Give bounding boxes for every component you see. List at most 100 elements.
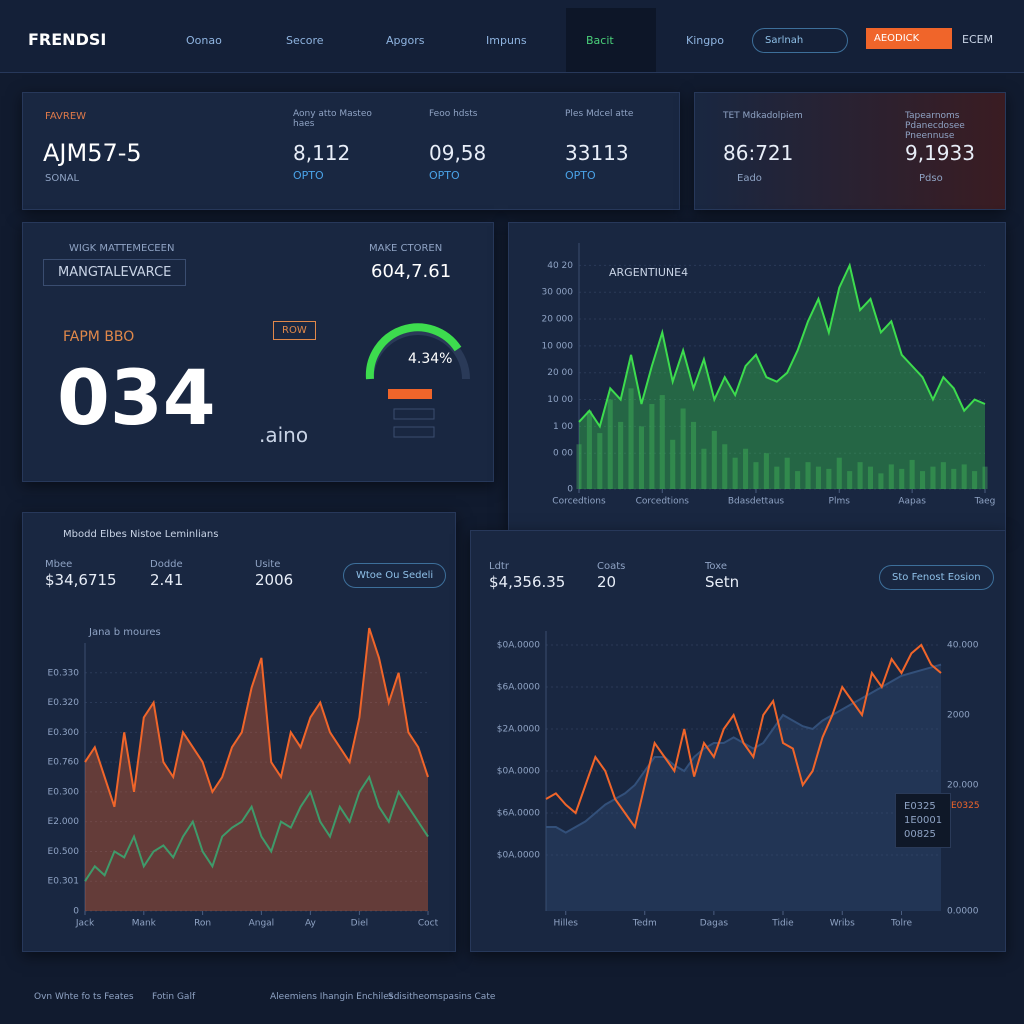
y-tick-label: 0 00 <box>553 449 573 459</box>
x-tick-label: Ron <box>194 919 211 929</box>
volume-bar <box>961 464 967 489</box>
volume-bar <box>576 444 582 489</box>
line <box>545 643 942 830</box>
y-tick-label: $2A.0000 <box>497 725 540 735</box>
stat-value: 9,1933 <box>905 141 975 165</box>
stat-value: 33113 <box>565 141 629 165</box>
y-tick-label: 0 <box>73 907 79 917</box>
price-legend: E0325 1E0001 00825 <box>895 793 952 848</box>
y-tick-label: E0.301 <box>48 877 79 887</box>
nav-item[interactable]: Secore <box>286 34 324 47</box>
user[interactable]: ECEM <box>962 33 994 46</box>
volume-bar <box>711 430 717 489</box>
sales-button[interactable]: Wtoe Ou Sedeli <box>343 563 447 588</box>
volume-bar <box>659 395 665 489</box>
x-tick-label: Coct <box>418 919 439 929</box>
y-tick-label: E0.500 <box>48 847 80 857</box>
nav-item[interactable]: Apgors <box>386 34 425 47</box>
volume-bar <box>972 471 978 489</box>
market-big: 034 <box>57 353 216 442</box>
market-right-value: 604,7.61 <box>371 261 452 282</box>
y2-tick-label: 0.0000 <box>947 907 979 917</box>
x-tick-label: Dagas <box>700 919 729 929</box>
x-tick-label: Corcedtions <box>636 497 690 507</box>
y-tick-label: E0.300 <box>48 728 80 738</box>
price-marker: E0325 <box>951 801 980 811</box>
volume-bar <box>909 459 915 489</box>
x-tick-label: Mank <box>132 919 157 929</box>
gauge <box>365 323 470 438</box>
x-tick-label: Jack <box>75 919 95 929</box>
stat-label: Mbee <box>45 559 73 570</box>
x-tick-label: Hilles <box>554 919 579 929</box>
market-box: MANGTALEVARCE <box>43 259 187 286</box>
search[interactable]: Sarlnah <box>752 28 848 53</box>
volume-bar <box>878 473 884 489</box>
gauge-slot <box>393 408 435 420</box>
stat-label: Ldtr <box>489 561 509 572</box>
x-tick-label: Tedm <box>632 919 657 929</box>
price-button[interactable]: Sto Fenost Eosion <box>879 565 994 590</box>
legend-entry: 1E0001 <box>904 815 943 826</box>
volume-bar <box>763 453 769 489</box>
volume-bar <box>805 462 811 489</box>
x-tick-label: Corcedtions <box>552 497 606 507</box>
footer-link[interactable]: Ovn Whte fo ts Feates <box>34 992 134 1002</box>
x-tick-label: Tolre <box>890 919 912 929</box>
nav-item[interactable]: Kingpo <box>686 34 724 47</box>
volume-bar <box>732 457 738 489</box>
y-tick-label: $0A.0000 <box>497 851 540 861</box>
gauge-value: 4.34% <box>408 351 453 367</box>
stat-tag: OPTO <box>429 169 460 182</box>
y-tick-label: E0.760 <box>48 758 80 768</box>
y-tick-label: E0.330 <box>48 668 80 678</box>
y-tick-label: 1 00 <box>553 422 573 432</box>
footer-link[interactable]: Fotin Galf <box>152 992 196 1002</box>
x-tick-label: Taeg <box>974 497 996 507</box>
x-tick-label: Wribs <box>830 919 855 929</box>
volume-bar <box>982 466 988 489</box>
footer-link[interactable]: Aleemiens Ihangin Enchiles <box>270 992 394 1002</box>
volume-bar <box>951 468 957 489</box>
volume-bar <box>743 448 749 489</box>
stat-sub: Eado <box>737 173 762 184</box>
gauge-slot <box>393 426 435 438</box>
y2-tick-label: 20.000 <box>947 781 979 791</box>
footer-link[interactable]: Sdisitheomspasins Cate <box>388 992 496 1002</box>
summary-label: FAVREW <box>45 111 87 122</box>
stat-label: Coats <box>597 561 626 572</box>
nav-item[interactable]: Bacit <box>586 34 614 47</box>
volume-bar <box>680 408 686 489</box>
stat-label: Ples Mdcel atte <box>565 109 634 119</box>
volume-bar <box>753 462 759 489</box>
volume-bar <box>597 433 603 489</box>
stat-sub: Pdso <box>919 173 943 184</box>
brand[interactable]: FRENDSI <box>28 30 107 49</box>
x-tick-label: Ay <box>305 919 317 929</box>
stat-value: 09,58 <box>429 141 487 165</box>
y-tick-label: 20 000 <box>542 315 574 325</box>
nav-item[interactable]: Oonao <box>186 34 222 47</box>
sales-chart: E0.330 E0.320 E0.300 E0.760 E0.300 E2.000 E0.5… <box>48 627 439 929</box>
area <box>546 664 941 911</box>
volume-bar <box>940 462 946 489</box>
y-tick-label: 10 00 <box>547 395 573 405</box>
nav-item[interactable]: Impuns <box>486 34 527 47</box>
legend: ARGENTIUNE4 <box>609 266 688 279</box>
y-tick-label: 10 000 <box>542 341 574 351</box>
stat-value: 2006 <box>255 571 294 589</box>
stat-value: 20 <box>597 573 617 591</box>
stat-label: Toxe <box>705 561 727 572</box>
x-tick-label: Angal <box>249 919 275 929</box>
market-button[interactable]: ROW <box>273 321 316 340</box>
stat-value: $34,6715 <box>45 571 117 589</box>
stat-label: Aony atto Masteo haes <box>293 109 372 129</box>
stat-label: Tapearnoms Pdanecdosee Pneennuse <box>905 111 965 141</box>
y-tick-label: E0.300 <box>48 787 80 797</box>
y-tick-label: 30 000 <box>542 288 574 298</box>
y2-tick-label: 2000 <box>947 711 970 721</box>
action-button[interactable]: AEODICK <box>866 28 952 49</box>
volume-bar <box>899 468 905 489</box>
volume-bar <box>920 471 926 489</box>
line <box>84 774 429 882</box>
